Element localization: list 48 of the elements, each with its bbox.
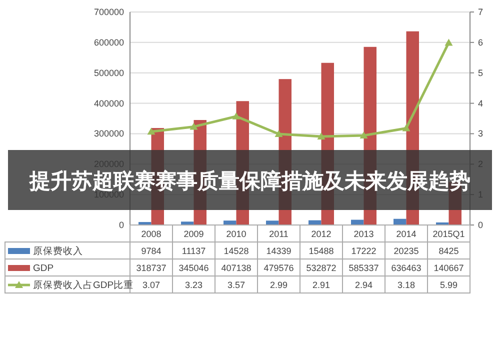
data-label: 8425 [438, 246, 459, 256]
x-tick-label: 2015Q1 [432, 229, 465, 239]
data-label: 11137 [182, 246, 206, 256]
x-tick-label: 2012 [311, 229, 332, 239]
y-tick-label: 0 [118, 220, 124, 230]
y2-tick-label: 0 [478, 220, 484, 230]
data-label: 5.99 [440, 280, 458, 290]
legend-label: 原保费收入 [33, 245, 83, 257]
x-tick-label: 2014 [396, 229, 416, 239]
data-label: 20235 [394, 246, 419, 256]
y-tick-label: 500000 [94, 68, 124, 78]
y2-tick-label: 5 [478, 68, 484, 78]
data-label: 3.57 [227, 280, 246, 290]
y2-tick-label: 4 [478, 98, 484, 108]
data-label: 3.18 [397, 280, 416, 290]
data-label: 345046 [178, 263, 209, 273]
x-tick-label: 2008 [141, 229, 162, 239]
y-tick-label: 600000 [94, 37, 124, 48]
data-label: 532872 [306, 263, 336, 273]
y2-tick-label: 6 [478, 37, 484, 48]
data-label: 17222 [351, 246, 376, 256]
data-label: 3.07 [142, 280, 160, 290]
data-label: 318737 [136, 263, 166, 273]
data-label: 585337 [348, 263, 379, 273]
y2-tick-label: 3 [478, 128, 484, 139]
x-tick-label: 2013 [354, 229, 374, 239]
data-label: 15488 [308, 246, 334, 256]
data-label: 14528 [224, 246, 249, 256]
x-tick-label: 2009 [184, 229, 204, 239]
data-label: 3.23 [184, 280, 203, 290]
data-label: 2.99 [270, 280, 288, 290]
data-label: 14339 [266, 246, 292, 256]
data-label: 9784 [141, 246, 162, 256]
data-label: 2.91 [312, 280, 330, 290]
y2-tick-label: 7 [478, 7, 484, 17]
data-label: 140667 [434, 263, 464, 273]
data-label: 479576 [264, 263, 294, 273]
y-tick-label: 300000 [94, 128, 124, 139]
y-tick-label: 700000 [94, 7, 124, 17]
legend-label: 原保费收入占GDP比重 [33, 279, 134, 291]
y-tick-label: 400000 [94, 98, 124, 108]
data-label: 407138 [221, 263, 252, 273]
legend-label: GDP [33, 263, 54, 274]
data-label: 2.94 [354, 280, 373, 290]
x-tick-label: 2010 [226, 229, 246, 239]
text: 提升苏超联赛赛事质量保障措施及未来发展趋势 [28, 169, 470, 193]
data-label: 636463 [391, 263, 422, 273]
x-tick-label: 2011 [269, 229, 288, 239]
